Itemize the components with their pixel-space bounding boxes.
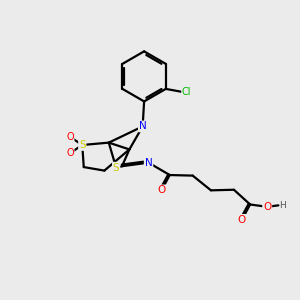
Text: Cl: Cl <box>182 87 191 97</box>
Text: S: S <box>79 140 86 150</box>
Text: O: O <box>66 132 74 142</box>
Text: H: H <box>279 201 286 210</box>
Text: O: O <box>238 215 246 225</box>
Text: O: O <box>263 202 271 212</box>
Text: O: O <box>66 148 74 158</box>
Text: O: O <box>158 185 166 195</box>
Text: S: S <box>113 163 119 173</box>
Text: N: N <box>139 122 146 131</box>
Text: N: N <box>145 158 152 168</box>
